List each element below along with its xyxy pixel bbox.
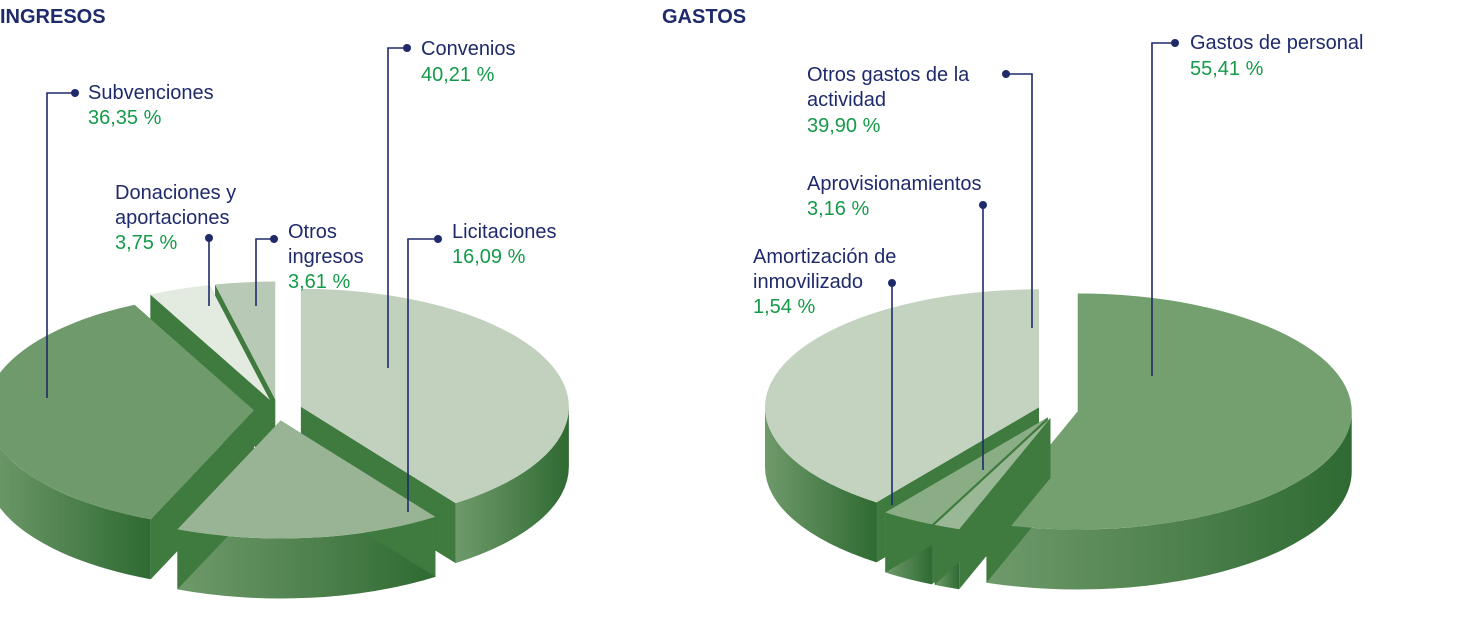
leader-dot-licitaciones (434, 235, 442, 243)
leader-licitaciones (407, 238, 438, 512)
label-convenios-value: 40,21 % (421, 64, 495, 86)
slice-top-otros-ingresos (215, 281, 276, 400)
leader-personal (1151, 42, 1175, 376)
label-otros-gastos-value: 39,90 % (807, 115, 881, 137)
label-otros-ingresos-name-1: Otros (288, 221, 337, 243)
slice-wall-amortizacion-de-inmovilizado-1 (934, 417, 1051, 585)
label-personal-value: 55,41 % (1190, 58, 1264, 80)
slice-side-subvenciones (0, 447, 151, 580)
leader-dot-personal (1171, 39, 1179, 47)
label-amort-name-1: Amortización de (753, 246, 896, 268)
gastos-pie (764, 289, 1352, 590)
leader-subvenciones (46, 92, 75, 398)
slice-subvenciones (0, 304, 255, 580)
slice-top-licitaciones (177, 420, 436, 539)
slice-licitaciones (177, 420, 436, 599)
leader-otros-gastos (1006, 73, 1033, 328)
slice-top-convenios (300, 288, 569, 504)
leader-convenios (387, 47, 407, 368)
leader-dot-convenios (403, 44, 411, 52)
label-donaciones-value: 3,75 % (115, 232, 177, 254)
slice-top-amortizacion-de-inmovilizado (934, 417, 1051, 530)
ingresos-leaders (46, 44, 442, 512)
slice-wall-aprovisionamientos-1 (885, 417, 1048, 573)
label-aprov-name: Aprovisionamientos (807, 173, 982, 195)
label-convenios-name: Convenios (421, 38, 516, 60)
leader-dot-amort (888, 279, 896, 287)
label-licitaciones-value: 16,09 % (452, 246, 526, 268)
leader-dot-otros-ingresos (270, 235, 278, 243)
slice-amortizacion-de-inmovilizado (934, 417, 1051, 590)
slice-side-gastos-de-personal (986, 411, 1352, 590)
leader-dot-aprov (979, 201, 987, 209)
slice-top-subvenciones (0, 304, 255, 520)
label-otros-gastos-name-1: Otros gastos de la (807, 64, 970, 86)
label-subvenciones-name: Subvenciones (88, 82, 214, 104)
label-aprov-value: 3,16 % (807, 198, 869, 220)
gastos-title: GASTOS (662, 6, 746, 28)
gastos-leaders (888, 39, 1179, 505)
leader-dot-subvenciones (71, 89, 79, 97)
label-otros-ingresos-name-2: ingresos (288, 246, 364, 268)
label-donaciones-name-2: aportaciones (115, 207, 230, 229)
slice-top-otros-gastos-de-la-actividad (764, 289, 1039, 503)
slice-side-convenios (455, 406, 569, 564)
ingresos-labels: Convenios 40,21 % Licitaciones 16,09 % S… (88, 38, 557, 293)
ingresos-pie (0, 281, 569, 599)
slice-wall-subvenciones-0 (150, 410, 255, 580)
slice-top-donaciones-y-aportaciones (150, 285, 270, 401)
leader-dot-otros-gastos (1002, 70, 1010, 78)
slice-top-gastos-de-personal (986, 293, 1352, 530)
leader-otros-ingresos (255, 238, 274, 306)
label-personal-name: Gastos de personal (1190, 32, 1363, 54)
slice-top-aprovisionamientos (885, 417, 1048, 525)
gastos-labels: Gastos de personal 55,41 % Otros gastos … (753, 32, 1363, 318)
label-donaciones-name-1: Donaciones y (115, 182, 236, 204)
slice-side-licitaciones (177, 516, 436, 599)
label-otros-gastos-name-2: actividad (807, 89, 886, 111)
label-amort-name-2: inmovilizado (753, 271, 863, 293)
label-amort-value: 1,54 % (753, 296, 815, 318)
label-otros-ingresos-value: 3,61 % (288, 271, 350, 293)
slice-side-otros-gastos-de-la-actividad (764, 407, 877, 563)
leader-dot-donaciones (205, 234, 213, 242)
label-subvenciones-value: 36,35 % (88, 107, 162, 129)
label-licitaciones-name: Licitaciones (452, 221, 557, 243)
ingresos-title: INGRESOS (0, 6, 106, 28)
